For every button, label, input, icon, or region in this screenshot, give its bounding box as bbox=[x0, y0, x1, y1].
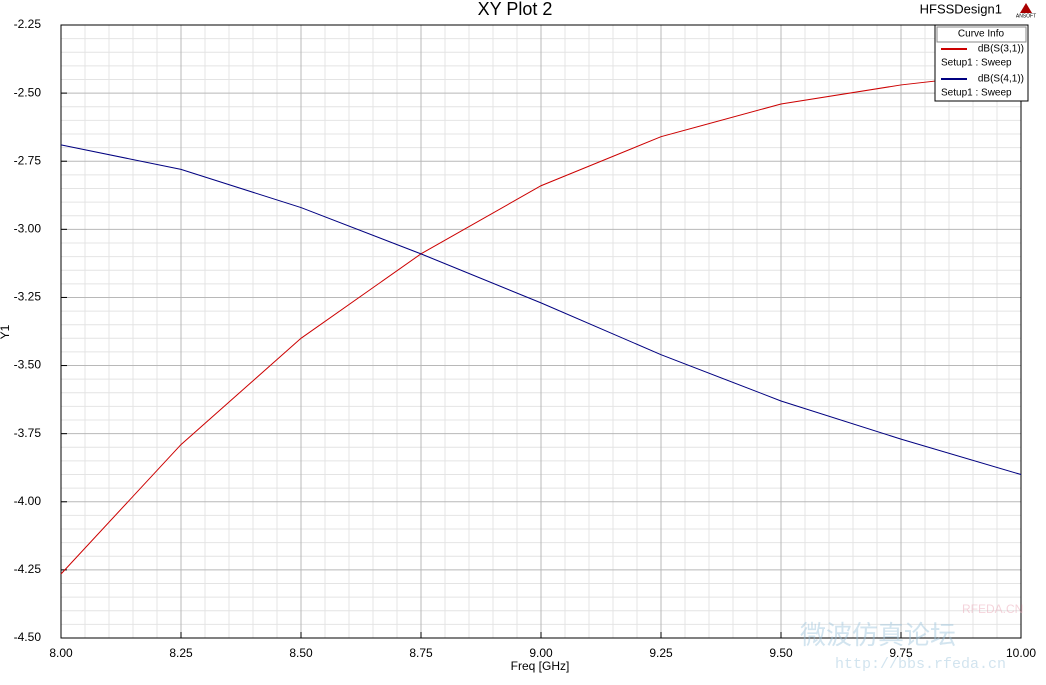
y-tick-label: -3.25 bbox=[14, 290, 42, 304]
y-tick-label: -2.50 bbox=[14, 85, 42, 99]
legend-header bbox=[936, 26, 1027, 43]
y-axis-label: Y1 bbox=[0, 324, 12, 339]
y-tick-label: -2.25 bbox=[14, 17, 42, 31]
legend-label: dB(S(4,1)) bbox=[978, 74, 1024, 85]
design-name: HFSSDesign1 bbox=[920, 1, 1002, 16]
x-tick-label: 8.50 bbox=[289, 646, 313, 660]
y-tick-label: -4.25 bbox=[14, 562, 42, 576]
y-tick-label: -2.75 bbox=[14, 153, 42, 167]
x-tick-label: 8.00 bbox=[49, 646, 73, 660]
series-line bbox=[60, 144, 1022, 476]
y-tick-label: -4.00 bbox=[14, 494, 42, 508]
x-axis-label: Freq [GHz] bbox=[511, 659, 570, 673]
watermark-text: 微波仿真论坛 bbox=[800, 620, 956, 650]
x-tick-label: 10.00 bbox=[1006, 646, 1036, 660]
y-tick-label: -3.00 bbox=[14, 222, 42, 236]
x-tick-label: 8.75 bbox=[409, 646, 433, 660]
legend-label: dB(S(3,1)) bbox=[978, 44, 1024, 55]
watermark: RFEDA.CN 微波仿真论坛 http://bbs.rfeda.cn bbox=[800, 602, 1023, 673]
x-tick-label: 9.50 bbox=[769, 646, 793, 660]
y-tick-label: -4.50 bbox=[14, 630, 42, 644]
watermark-text: http://bbs.rfeda.cn bbox=[835, 656, 1006, 673]
y-tick-label: -3.50 bbox=[14, 358, 42, 372]
x-tick-label: 9.00 bbox=[529, 646, 553, 660]
watermark-text: RFEDA.CN bbox=[962, 602, 1023, 616]
logo: ANSOFT bbox=[1016, 13, 1036, 19]
plot-frame bbox=[60, 24, 1022, 639]
legend-setup: Setup1 : Sweep bbox=[941, 58, 1012, 69]
logo-icon bbox=[1020, 3, 1032, 13]
y-tick-label: -3.75 bbox=[14, 426, 42, 440]
x-tick-label: 9.75 bbox=[889, 646, 913, 660]
x-tick-label: 8.25 bbox=[169, 646, 193, 660]
legend-setup: Setup1 : Sweep bbox=[941, 88, 1012, 99]
legend-title: Curve Info bbox=[958, 29, 1005, 40]
chart-title: XY Plot 2 bbox=[478, 0, 553, 19]
x-tick-label: 9.25 bbox=[649, 646, 673, 660]
series-line bbox=[60, 70, 1022, 575]
